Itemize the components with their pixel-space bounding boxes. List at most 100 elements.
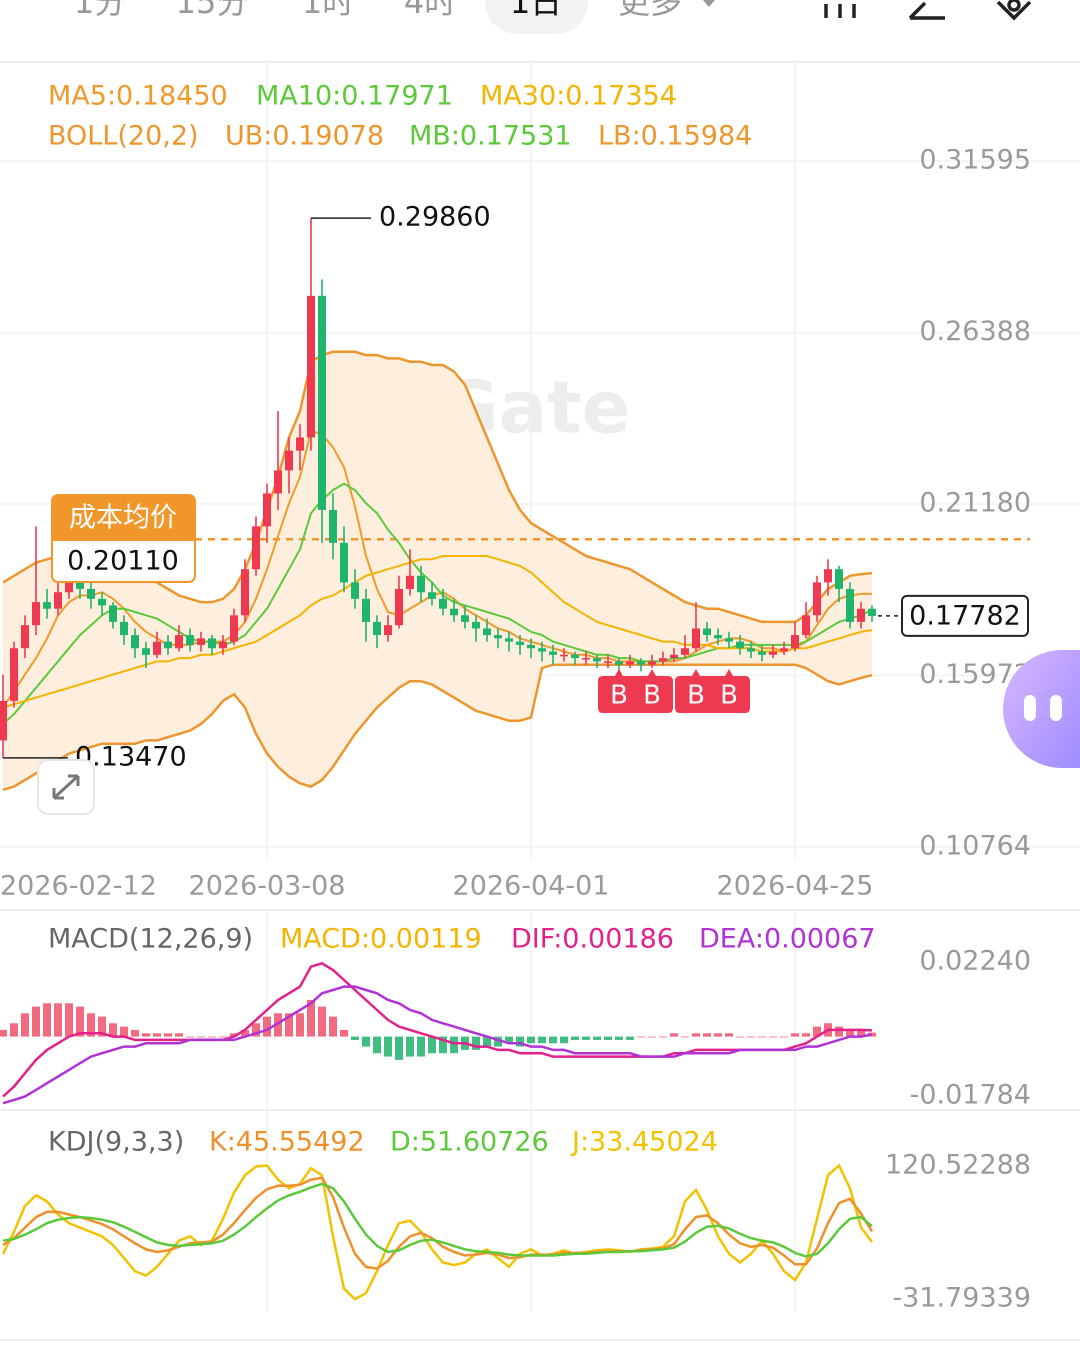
y-tick-label: 0.02240: [919, 945, 1031, 976]
histogram-bar: [769, 1036, 777, 1038]
candle-body: [285, 450, 293, 471]
candle-body: [868, 608, 876, 616]
histogram-bar: [593, 1036, 601, 1040]
buy-marker: B: [708, 669, 750, 713]
candle-body: [54, 592, 62, 609]
expand-button[interactable]: [37, 759, 95, 815]
candle-body: [32, 602, 40, 626]
histogram-bar: [384, 1036, 392, 1057]
candle-body: [604, 661, 612, 663]
candle-body: [527, 644, 535, 649]
legend-entry: MA5:0.18450: [48, 81, 228, 112]
candle-body: [692, 628, 700, 649]
cost-badge-head: [52, 495, 195, 541]
candle-body: [65, 582, 73, 593]
tab[interactable]: 1时: [302, 0, 354, 21]
draw-icon[interactable]: [908, 0, 945, 20]
histogram-bar: [318, 1006, 326, 1037]
histogram-bar: [450, 1036, 458, 1054]
legend-title: MACD(12,26,9): [48, 924, 253, 955]
histogram-bar: [43, 1003, 51, 1037]
candle-body: [549, 651, 557, 655]
tab[interactable]: 1日: [510, 0, 562, 21]
candle-body: [76, 582, 84, 589]
candle-body: [120, 621, 128, 636]
legend-title: BOLL(20,2): [48, 121, 199, 152]
settings-icon[interactable]: [996, 0, 1032, 21]
candle-body: [747, 648, 755, 652]
histogram-bar: [362, 1036, 370, 1047]
histogram-bar: [0, 1029, 7, 1037]
candle-body: [43, 602, 51, 609]
candle-body: [714, 635, 722, 639]
histogram-bar: [197, 1036, 205, 1038]
histogram-bar: [98, 1016, 106, 1037]
indicator-line: [1, 1163, 873, 1301]
buy-marker-bg: [675, 669, 717, 713]
candle-body: [153, 641, 161, 655]
histogram-bar: [659, 1036, 667, 1038]
candle-body: [450, 608, 458, 616]
y-tick-label: 0.26388: [919, 316, 1031, 347]
candle-body: [428, 592, 436, 599]
dropdown-arrow[interactable]: [703, 0, 715, 7]
candle-body: [384, 625, 392, 636]
candle-body: [263, 493, 271, 527]
x-tick-label: 2026-04-25: [717, 871, 874, 902]
candle-body: [571, 654, 579, 659]
candle-body: [131, 635, 139, 649]
candle-body: [725, 638, 733, 642]
histogram-bar: [582, 1036, 590, 1040]
candle-body: [351, 582, 359, 599]
tab[interactable]: 1分: [74, 0, 126, 21]
histogram-bar: [351, 1036, 359, 1040]
bubble-bg[interactable]: [1003, 650, 1080, 768]
candle-body: [175, 635, 183, 649]
candle-body: [648, 661, 656, 665]
candle-body: [318, 295, 326, 510]
assistant-bubble[interactable]: [1003, 650, 1080, 768]
tab[interactable]: 4时: [404, 0, 456, 21]
tab-selected-bg[interactable]: [485, 0, 588, 34]
legend-entry: K:45.55492: [209, 1127, 365, 1158]
histogram-bar: [692, 1033, 700, 1037]
legend-entry: D:51.60726: [390, 1127, 549, 1158]
legend-entry: UB:0.19078: [225, 121, 384, 152]
histogram-bar: [626, 1036, 634, 1040]
histogram-bar: [208, 1036, 216, 1038]
y-tick-label: 120.52288: [885, 1150, 1031, 1181]
histogram-bar: [813, 1026, 821, 1037]
histogram-bar: [153, 1033, 161, 1037]
legend-title: KDJ(9,3,3): [48, 1127, 184, 1158]
boll-band-fill: [3, 351, 872, 790]
candle-body: [219, 641, 227, 649]
tab-bar: 1分 15分 1时 4时 1日 更多: [74, 0, 682, 21]
histogram-bar: [538, 1036, 546, 1044]
candle-body: [164, 641, 172, 649]
candle-body: [395, 588, 403, 626]
histogram-bar: [164, 1033, 172, 1037]
y-tick-label: -31.79339: [892, 1283, 1031, 1314]
x-tick-label: 2026-03-08: [189, 871, 346, 902]
indicator-icon[interactable]: [824, 4, 856, 18]
candle-body: [835, 569, 843, 589]
y-tick-label: 0.31595: [919, 144, 1031, 175]
tab[interactable]: 15分: [176, 0, 249, 21]
last-price-box: [901, 594, 1029, 637]
candle-body: [560, 654, 568, 657]
candle-body: [626, 661, 634, 665]
histogram-bar: [54, 1003, 62, 1037]
histogram-bar: [714, 1033, 722, 1037]
candle-body: [659, 658, 667, 662]
histogram-bar: [219, 1036, 227, 1038]
histogram-bar: [681, 1036, 689, 1038]
candle-body: [21, 625, 29, 649]
histogram-bar: [483, 1036, 491, 1047]
candle-body: [109, 605, 117, 622]
candle-body: [780, 648, 788, 652]
tab[interactable]: 更多: [618, 0, 682, 21]
histogram-bar: [76, 1006, 84, 1037]
candle-body: [87, 588, 95, 599]
legend-entry: MA30:0.17354: [480, 81, 677, 112]
